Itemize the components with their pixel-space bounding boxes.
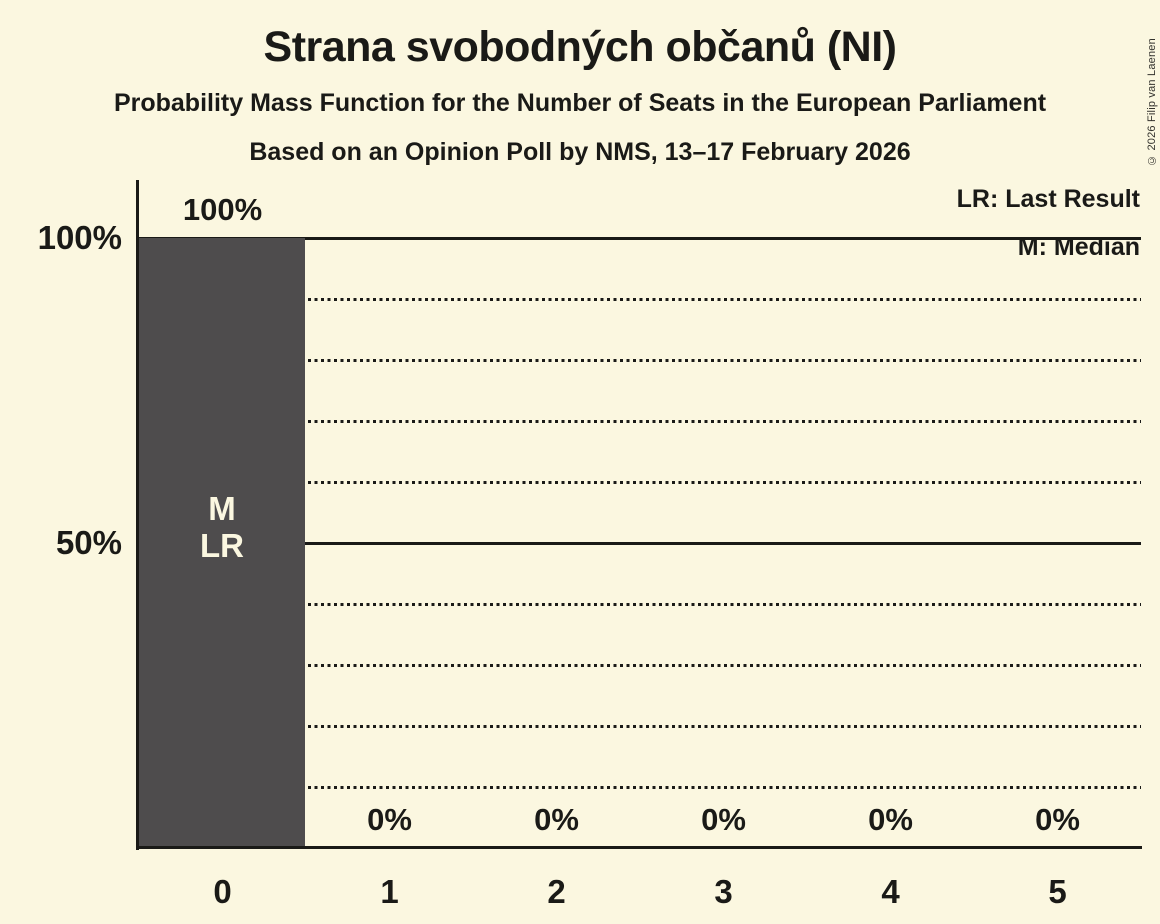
chart-poll-source: Based on an Opinion Poll by NMS, 13–17 F… [249,138,911,166]
y-axis-line [136,180,139,850]
chart-title: Strana svobodných občanů (NI) [263,23,897,71]
x-axis-line [136,846,1142,849]
x-axis-label-seat-4: 4 [881,873,900,910]
y-axis-label-50pct: 50% [55,524,122,561]
gridline-dotted-60pct [139,480,1141,484]
probability-label-seat-1: 0% [367,802,412,837]
gridline-dotted-20pct [139,724,1141,728]
bar-annotation-lr: LR [200,527,244,564]
bar-seat-0: M LR [139,238,305,848]
bar-annotation-labels-seat-0: M LR [139,490,305,564]
x-axis-label-seat-3: 3 [714,873,733,910]
gridline-dotted-40pct [139,602,1141,606]
bar-annotation-m: M [208,490,236,527]
gridline-solid-50pct [139,541,1141,545]
gridline-dotted-70pct [139,419,1141,423]
y-axis-label-100pct: 100% [37,219,122,256]
probability-label-seat-3: 0% [701,802,746,837]
copyright-notice: © 2026 Filip van Laenen [1146,38,1158,166]
gridline-dotted-90pct [139,297,1141,301]
x-axis-label-seat-2: 2 [547,873,566,910]
gridline-dotted-30pct [139,663,1141,667]
x-axis-label-seat-1: 1 [380,873,399,910]
x-axis-label-seat-5: 5 [1048,873,1067,910]
probability-label-seat-2: 0% [534,802,579,837]
gridline-solid-100pct [139,236,1141,240]
chart-subtitle: Probability Mass Function for the Number… [113,89,1047,117]
x-axis-label-seat-0: 0 [213,873,232,910]
gridline-dotted-10pct [139,785,1141,789]
probability-label-seat-5: 0% [1035,802,1080,837]
gridline-dotted-80pct [139,358,1141,362]
probability-label-seat-4: 0% [868,802,913,837]
probability-label-seat-0: 100% [182,192,263,227]
legend-last-result: LR: Last Result [956,185,1140,213]
legend-median: M: Median [1017,233,1140,261]
